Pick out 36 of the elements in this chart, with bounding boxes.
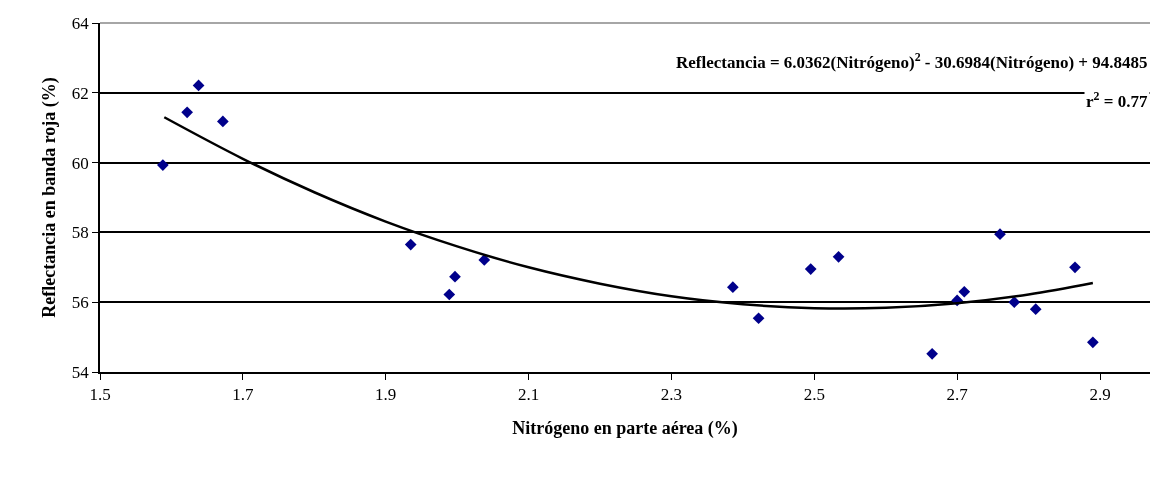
x-tick-label: 1.7 (232, 385, 254, 405)
point (217, 115, 229, 128)
point (181, 106, 193, 119)
point (443, 288, 456, 301)
point (1029, 303, 1042, 316)
point (449, 270, 461, 283)
point (1008, 296, 1021, 309)
point (1069, 261, 1081, 274)
point (958, 285, 971, 298)
point (478, 254, 491, 266)
y-tick-label: 54 (71, 362, 90, 382)
x-tick-label: 2.5 (803, 385, 825, 405)
y-tick-label: 58 (71, 223, 89, 243)
x-tick-label: 2.7 (946, 385, 969, 405)
x-tick-label: 2.3 (660, 385, 683, 405)
point (157, 159, 169, 171)
point (404, 238, 417, 251)
x-tick-label: 2.1 (517, 385, 540, 405)
point (752, 312, 765, 325)
point (926, 348, 938, 360)
y-tick-label: 64 (71, 13, 90, 33)
point (832, 250, 845, 263)
x-tick-label: 1.9 (375, 385, 397, 405)
annotation: Reflectancia = 6.0362(Nitrógeno)$^{2}$ - 30.6984(Nitrógeno) + 94.8485 (676, 50, 1148, 73)
x-tick-label: 2.9 (1089, 385, 1111, 405)
y-tick-label: 62 (71, 83, 89, 103)
x-axis-title: Nitrógeno en parte aérea (%) (512, 417, 738, 439)
point (727, 281, 739, 294)
y-tick-label: 60 (71, 153, 89, 173)
point (192, 79, 205, 92)
annotation: r$^{2}$ = 0.77 (1086, 89, 1148, 112)
x-tick-label: 1.5 (89, 385, 111, 405)
y-tick-label: 56 (71, 293, 89, 313)
y-axis-title: Reflectancia en banda roja (%) (38, 77, 60, 318)
point (1087, 336, 1099, 349)
point (804, 263, 817, 275)
